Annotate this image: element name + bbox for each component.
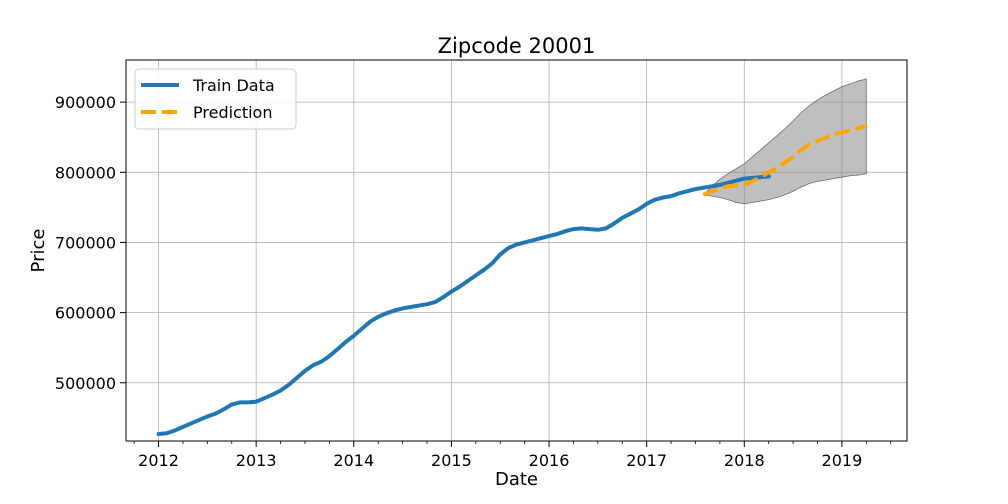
- y-tick-label: 700000: [55, 233, 116, 252]
- x-tick-label: 2015: [431, 451, 472, 470]
- chart-title: Zipcode 20001: [438, 34, 596, 58]
- x-tick-label: 2019: [822, 451, 863, 470]
- x-tick-label: 2013: [236, 451, 277, 470]
- grid: [126, 60, 907, 441]
- x-tick-label: 2014: [333, 451, 374, 470]
- plot-frame: [125, 59, 908, 442]
- legend-label: Prediction: [193, 103, 272, 122]
- series-line-2: [702, 124, 867, 197]
- y-axis-label: Price: [28, 229, 49, 273]
- legend-label: Train Data: [192, 76, 275, 95]
- x-axis: 2012 2013 2014 2015 2016 2017 2018 2019: [133, 441, 892, 470]
- y-tick-label: 600000: [55, 304, 116, 323]
- y-tick-label: 800000: [55, 163, 116, 182]
- x-tick-label: 2012: [138, 451, 179, 470]
- y-axis: 500000 600000 700000 800000 900000: [55, 93, 126, 393]
- x-tick-label: 2016: [529, 451, 570, 470]
- y-tick-label: 500000: [55, 374, 116, 393]
- series-lines: [156, 124, 867, 436]
- x-tick-label: 2017: [626, 451, 667, 470]
- x-axis-label: Date: [495, 469, 538, 490]
- x-tick-label: 2018: [724, 451, 765, 470]
- y-tick-label: 900000: [55, 93, 116, 112]
- legend: Train Data Prediction: [134, 68, 297, 130]
- series-line-1: [156, 174, 771, 436]
